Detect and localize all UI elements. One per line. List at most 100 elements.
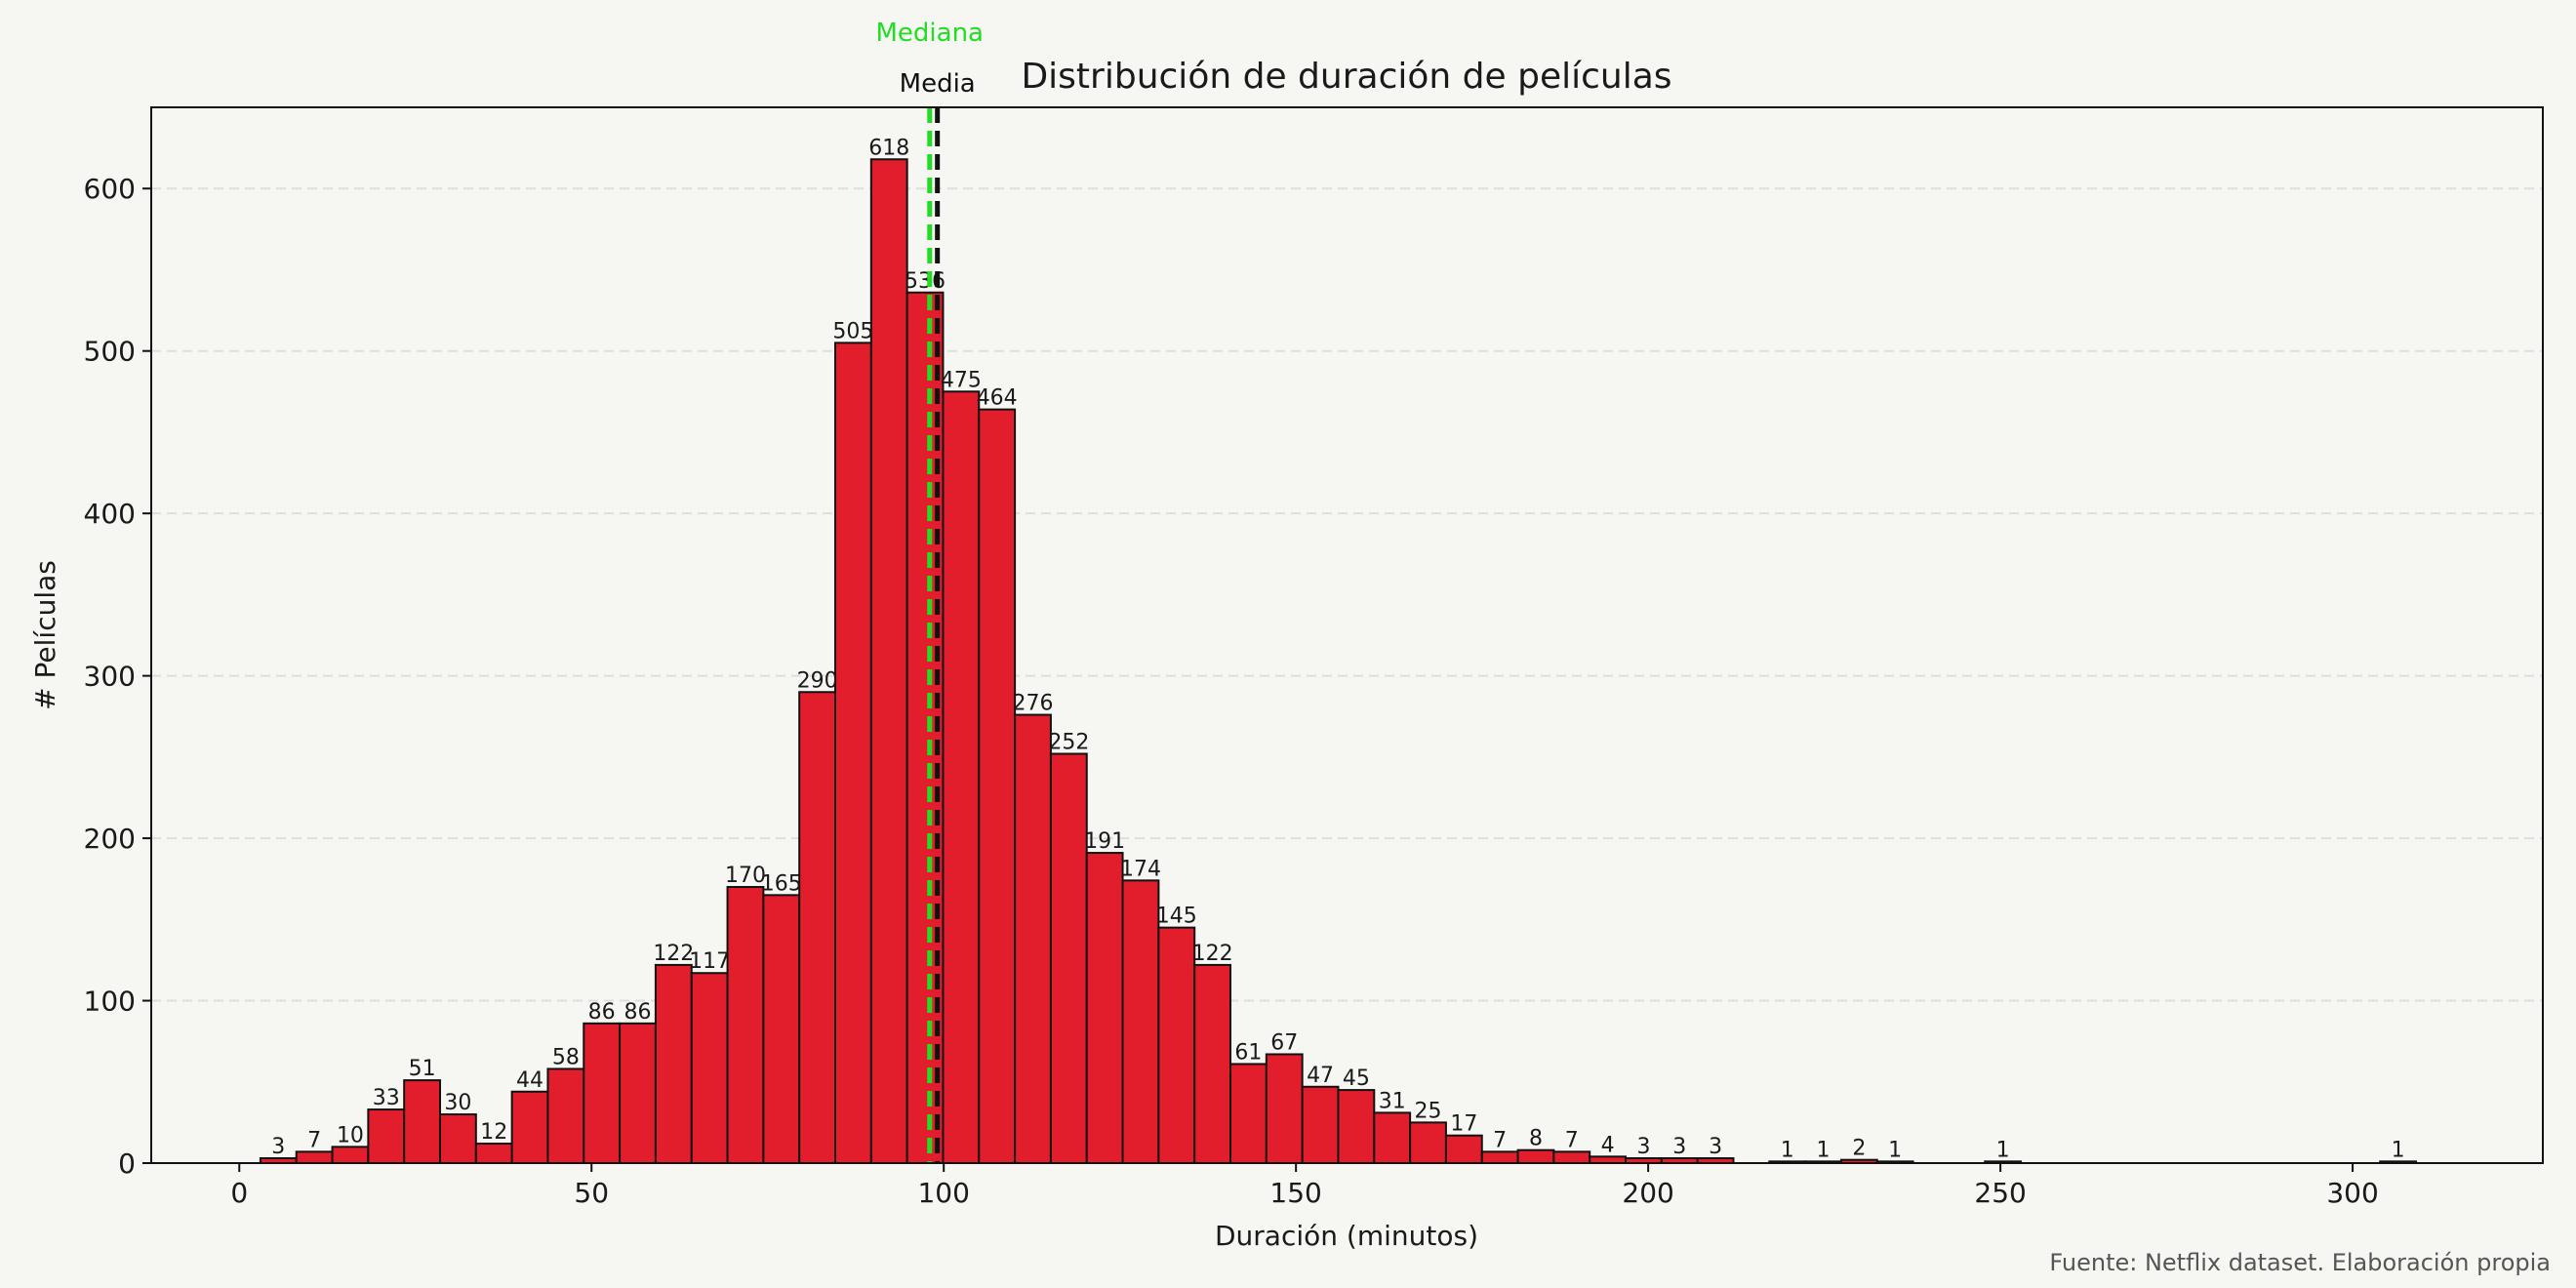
gridlines	[151, 187, 2543, 1002]
x-axis-label: Duración (minutos)	[1215, 1220, 1478, 1252]
x-tick-label: 200	[1622, 1177, 1673, 1209]
x-tick-label: 100	[917, 1177, 969, 1209]
histogram-bar	[1444, 1134, 1483, 1164]
bar-value-label: 290	[797, 668, 838, 693]
bar-value-label: 276	[1013, 692, 1054, 716]
histogram-bar	[546, 1067, 585, 1164]
histogram-bar	[1229, 1063, 1268, 1165]
y-tick-label: 600	[84, 173, 136, 205]
bar-value-label: 86	[624, 1000, 652, 1025]
bar-value-label: 165	[761, 871, 802, 896]
bar-value-label: 67	[1270, 1030, 1298, 1055]
histogram-bar	[1085, 852, 1124, 1164]
bar-value-label: 12	[480, 1120, 507, 1145]
bar-value-label: 45	[1343, 1067, 1370, 1091]
bar-value-label: 252	[1048, 731, 1089, 755]
reference-lines: Mediana Media	[875, 19, 984, 1163]
histogram-bar	[1301, 1085, 1340, 1164]
histogram-bar	[1014, 713, 1052, 1164]
bar-value-label: 4	[1601, 1133, 1615, 1157]
histogram-bar	[1049, 752, 1088, 1164]
histogram-bar	[726, 886, 765, 1164]
bar-value-label: 191	[1084, 829, 1125, 854]
bar-value-label: 86	[588, 1000, 616, 1025]
y-axis-label: # Películas	[29, 560, 61, 710]
histogram-bar	[1337, 1089, 1376, 1164]
bar-value-label: 2	[1852, 1137, 1866, 1161]
x-tick-label: 300	[2326, 1177, 2378, 1209]
histogram-bar	[1373, 1111, 1412, 1165]
histogram-bar	[1265, 1053, 1304, 1165]
bar-value-label: 1	[1888, 1138, 1902, 1162]
source-note: Fuente: Netflix dataset. Elaboración pro…	[2049, 1249, 2551, 1276]
bar-value-label: 1	[1817, 1138, 1831, 1162]
bar-value-label: 170	[725, 864, 766, 888]
histogram-bar	[583, 1022, 622, 1164]
bar-value-label: 33	[373, 1086, 400, 1110]
bar-value-label: 1	[1781, 1138, 1794, 1162]
bar-value-label: 3	[1672, 1135, 1686, 1159]
bar-value-label: 47	[1307, 1064, 1334, 1088]
y-tick-label: 300	[84, 661, 136, 693]
bar-value-label: 3	[271, 1135, 285, 1159]
histogram-bar	[869, 158, 908, 1164]
ref-label-mediana: Mediana	[875, 19, 984, 48]
histogram-bar	[798, 691, 837, 1164]
histogram-bar	[1480, 1150, 1519, 1164]
histogram-bar	[654, 963, 693, 1165]
bar-value-label: 31	[1379, 1089, 1406, 1113]
histogram-bar	[438, 1113, 477, 1164]
bar-value-label: 3	[1709, 1135, 1722, 1159]
y-tick-label: 500	[84, 336, 136, 368]
bar-value-label: 30	[444, 1091, 471, 1115]
bar-value-label: 7	[307, 1128, 321, 1152]
chart-title: Distribución de duración de películas	[1021, 57, 1671, 97]
y-tick-label: 200	[84, 823, 136, 855]
histogram-bar	[1193, 963, 1232, 1165]
bar-value-label: 3	[1636, 1135, 1650, 1159]
bar-value-label: 117	[689, 949, 730, 974]
histogram-bar	[834, 342, 872, 1165]
bar-value-label: 61	[1234, 1040, 1262, 1065]
bar-value-label: 505	[832, 319, 873, 343]
bar-value-label: 25	[1415, 1099, 1442, 1123]
bar-value-label: 122	[1192, 942, 1233, 966]
bar-value-label: 44	[516, 1068, 543, 1093]
bar-value-label: 7	[1493, 1128, 1507, 1152]
histogram-bar	[1121, 879, 1160, 1164]
histogram-bar	[762, 894, 801, 1164]
histogram-bar	[690, 972, 729, 1164]
bar-value-label: 1	[2392, 1138, 2405, 1162]
x-tick-label: 150	[1269, 1177, 1321, 1209]
bar-value-label: 174	[1120, 857, 1161, 881]
y-tick-label: 100	[84, 986, 136, 1018]
bar-value-label: 475	[941, 368, 982, 392]
histogram-bar	[474, 1143, 513, 1165]
y-tick-label: 400	[84, 498, 136, 530]
bar-value-label: 464	[977, 386, 1018, 411]
histogram-bar	[1409, 1121, 1447, 1165]
histogram-bar	[978, 408, 1017, 1164]
bar-value-label: 10	[337, 1123, 364, 1147]
plot-frame	[150, 106, 2544, 1164]
histogram-bar	[1552, 1150, 1591, 1164]
x-tick-label: 0	[230, 1177, 248, 1209]
x-tick-label: 50	[574, 1177, 609, 1209]
bar-value-label: 17	[1450, 1112, 1477, 1137]
bars	[259, 158, 2418, 1165]
bar-value-label: 8	[1529, 1127, 1543, 1151]
histogram-bar	[1516, 1148, 1555, 1165]
histogram-bar	[510, 1090, 549, 1165]
histogram-bar	[331, 1146, 370, 1165]
bar-value-label: 58	[552, 1045, 580, 1069]
histogram-bar	[367, 1108, 406, 1165]
ref-label-media: Media	[900, 69, 976, 99]
histogram-bar	[619, 1022, 657, 1164]
bar-value-label: 7	[1565, 1128, 1579, 1152]
bar-value-label: 145	[1156, 905, 1197, 929]
histogram-bar	[1157, 926, 1196, 1165]
histogram-bar	[295, 1150, 334, 1164]
bar-value-label: 1	[1996, 1138, 2010, 1162]
histogram-bar	[403, 1079, 441, 1164]
